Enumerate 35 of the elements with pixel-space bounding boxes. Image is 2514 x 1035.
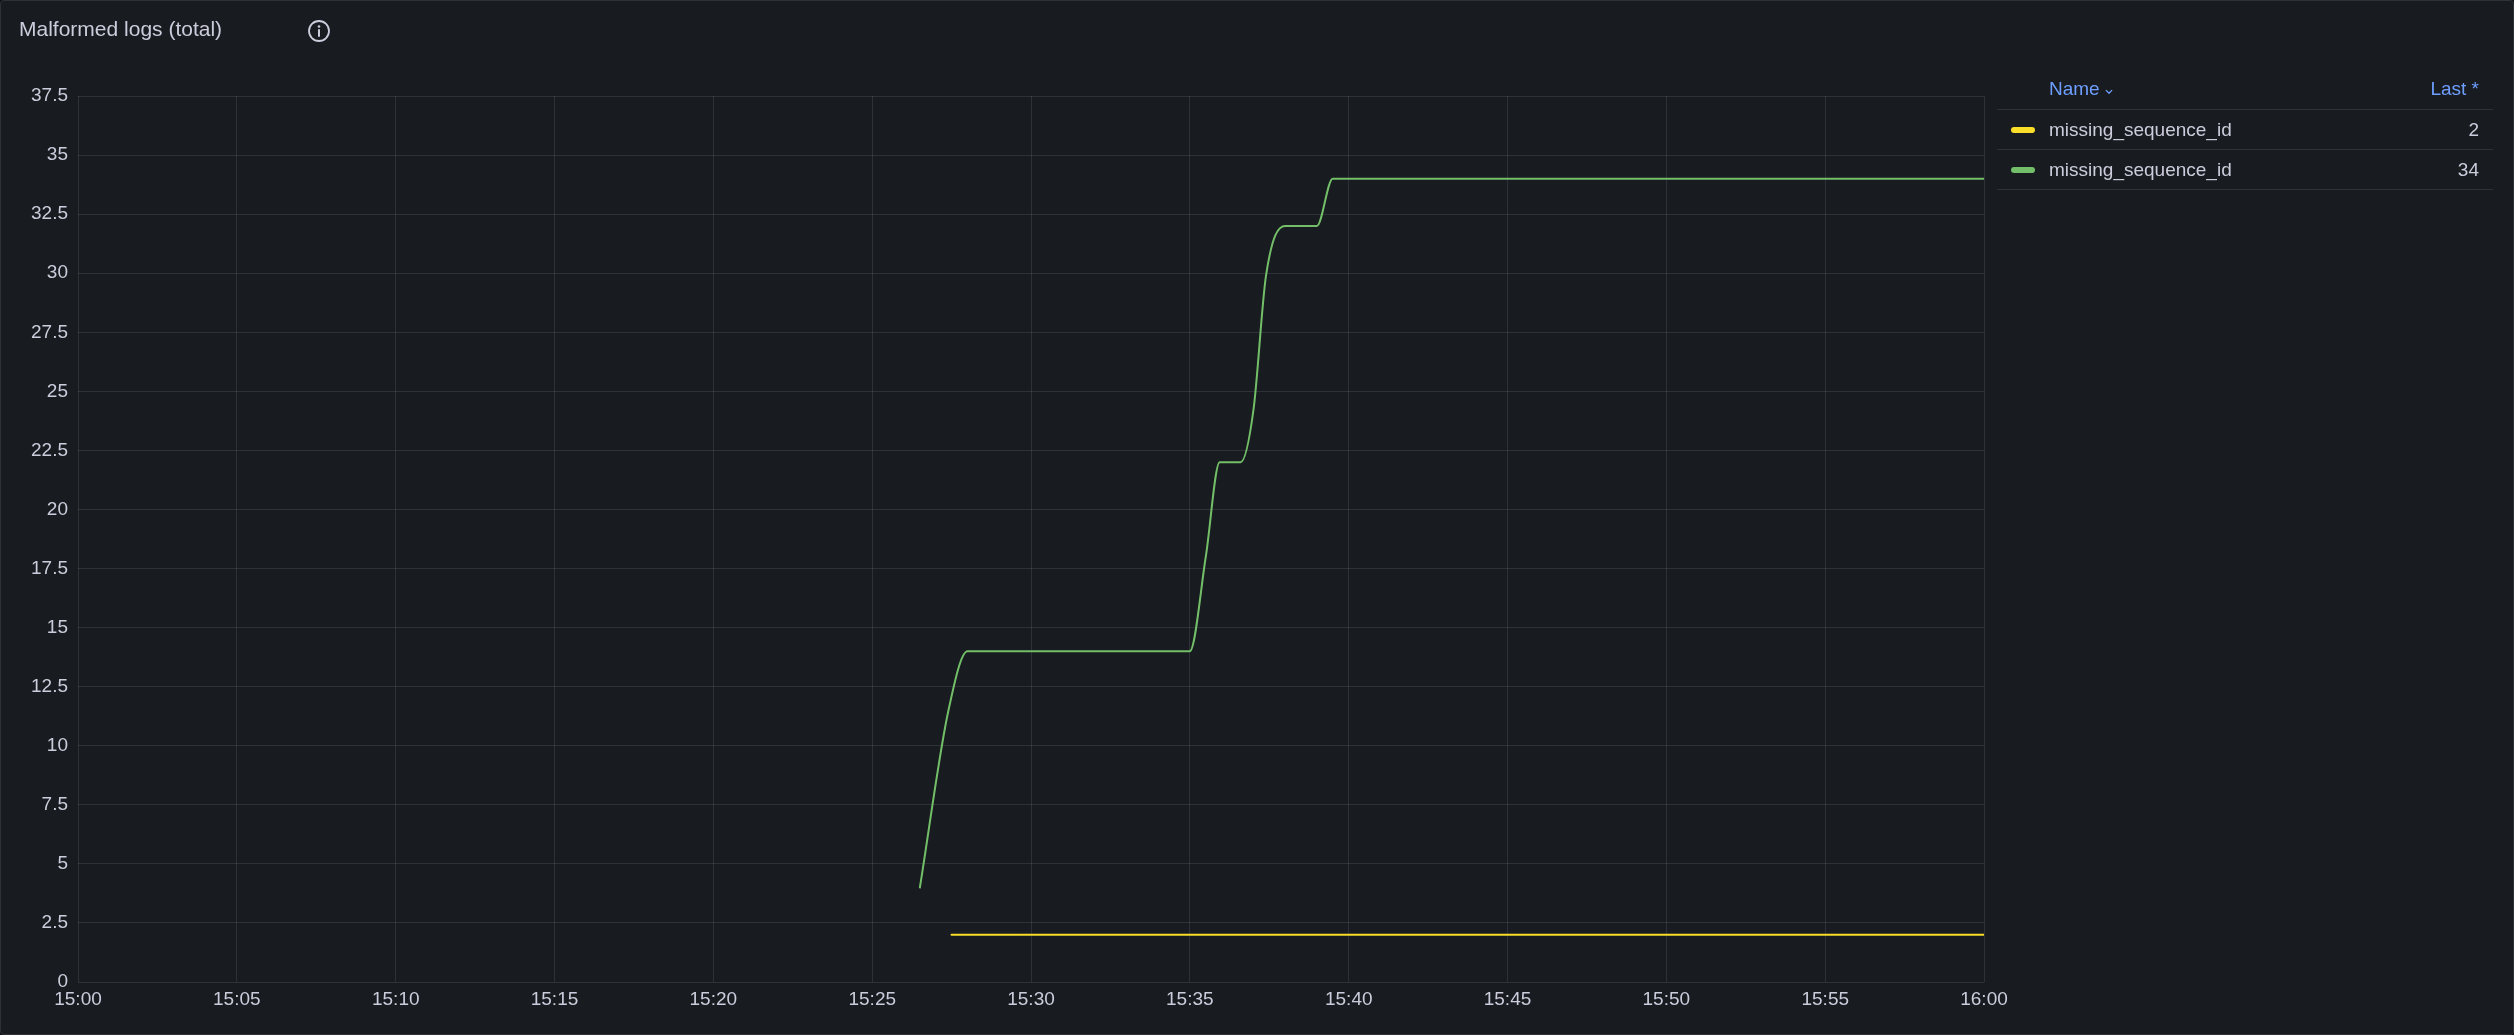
x-tick-label: 15:10 xyxy=(371,987,420,1009)
y-tick-label: 5 xyxy=(57,852,68,874)
x-tick-label: 15:50 xyxy=(1642,987,1691,1009)
legend-label: missing_sequence_id xyxy=(2049,158,2232,181)
x-tick-label: 16:00 xyxy=(1960,987,2008,1009)
y-tick-label: 17.5 xyxy=(31,556,68,578)
x-tick-label: 15:25 xyxy=(848,987,896,1009)
y-tick-label: 32.5 xyxy=(31,202,68,224)
text: Last * xyxy=(2430,78,2479,100)
legend-label: missing_sequence_id xyxy=(2049,118,2232,141)
y-tick-label: 30 xyxy=(46,261,68,283)
x-tick-label: 15:45 xyxy=(1483,987,1532,1009)
y-tick-label: 20 xyxy=(46,497,68,519)
y-tick-label: 25 xyxy=(46,379,68,401)
y-tick-label: 15 xyxy=(46,615,68,637)
y-tick-label: 35 xyxy=(46,143,68,165)
text: 34 xyxy=(2457,158,2479,181)
x-tick-label: 15:55 xyxy=(1801,987,1849,1009)
x-tick-label: 15:35 xyxy=(1166,987,1214,1009)
y-tick-label: 2.5 xyxy=(41,911,68,933)
x-tick-label: 15:30 xyxy=(1007,987,1055,1009)
x-tick-label: 15:20 xyxy=(689,987,738,1009)
text: 2 xyxy=(2468,118,2479,141)
y-tick-label: 37.5 xyxy=(31,84,68,106)
y-tick-label: 10 xyxy=(46,733,68,755)
chart-title: Malformed logs (total) xyxy=(19,17,223,41)
x-tick-label: 15:05 xyxy=(213,987,261,1009)
x-tick-label: 15:15 xyxy=(530,987,579,1009)
y-tick-label: 12.5 xyxy=(31,674,68,696)
y-tick-label: 7.5 xyxy=(41,793,68,815)
x-tick-label: 15:40 xyxy=(1324,987,1373,1009)
text: Name xyxy=(2049,78,2100,100)
line-series xyxy=(918,177,1984,889)
y-tick-label: 22.5 xyxy=(31,438,68,460)
y-tick-label: 27.5 xyxy=(31,320,68,342)
